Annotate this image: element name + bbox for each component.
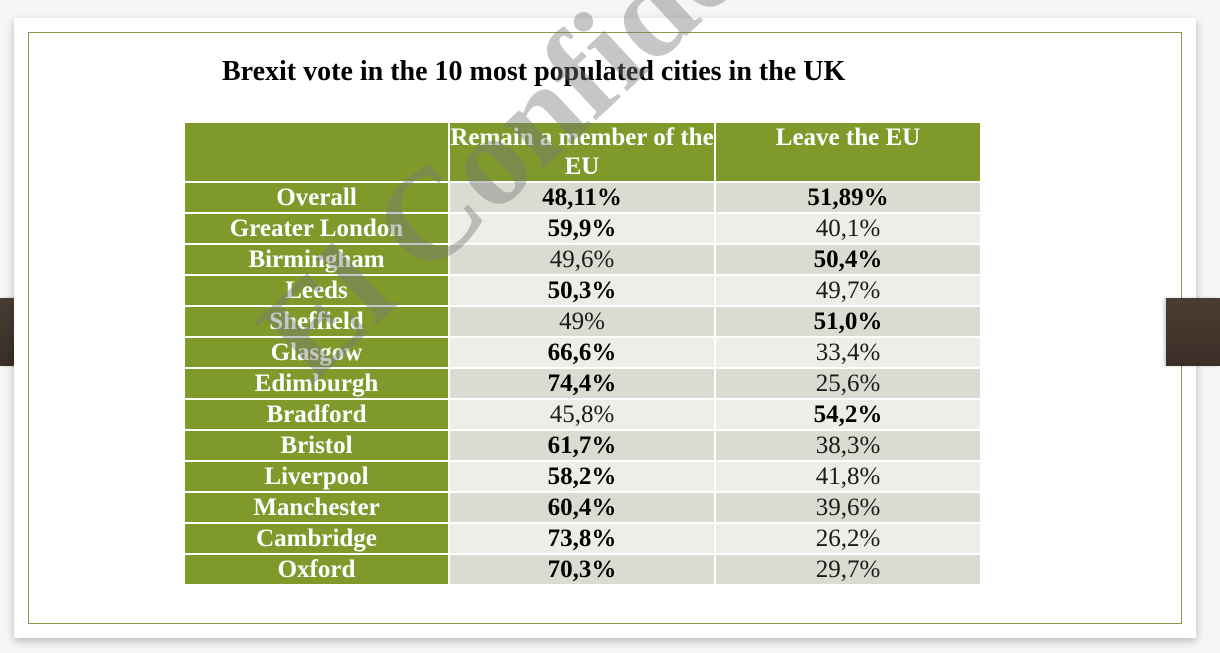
remain-value: 49,6% [448,243,715,275]
remain-value: 48,11% [448,181,715,213]
remain-value: 61,7% [448,429,715,461]
remain-value: 59,9% [448,212,715,244]
row-city-label: Cambridge [185,522,449,554]
table-row: Greater London 59,9% 40,1% [185,212,980,244]
row-city-label: Bradford [185,398,449,430]
table-header-row: Remain a member of the EU Leave the EU [185,123,980,182]
table-row: Oxford 70,3% 29,7% [185,553,980,584]
header-corner-cell [185,123,450,182]
leave-value: 26,2% [714,522,980,554]
remain-value: 73,8% [448,522,715,554]
remain-value: 45,8% [448,398,715,430]
header-leave: Leave the EU [715,123,980,182]
table-row: Cambridge 73,8% 26,2% [185,522,980,554]
table-row: Bristol 61,7% 38,3% [185,429,980,461]
remain-value: 66,6% [448,336,715,368]
row-city-label: Bristol [185,429,449,461]
table-row: Birmingham 49,6% 50,4% [185,243,980,275]
remain-value: 49% [448,305,715,337]
table-row: Leeds 50,3% 49,7% [185,274,980,306]
table-row: Liverpool 58,2% 41,8% [185,460,980,492]
table-row: Manchester 60,4% 39,6% [185,491,980,523]
remain-value: 58,2% [448,460,715,492]
leave-value: 49,7% [714,274,980,306]
page-title: Brexit vote in the 10 most populated cit… [222,56,846,87]
leave-value: 51,89% [714,181,980,213]
binder-clip-right [1166,298,1220,366]
remain-value: 70,3% [448,553,715,584]
leave-value: 50,4% [714,243,980,275]
row-city-label: Birmingham [185,243,449,275]
brexit-vote-table: Remain a member of the EU Leave the EU O… [185,123,980,584]
table-row: Bradford 45,8% 54,2% [185,398,980,430]
table-row: Glasgow 66,6% 33,4% [185,336,980,368]
table-row: Overall 48,11% 51,89% [185,181,980,213]
row-city-label: Liverpool [185,460,449,492]
table-row: Edimburgh 74,4% 25,6% [185,367,980,399]
row-city-label: Greater London [185,212,449,244]
leave-value: 38,3% [714,429,980,461]
leave-value: 54,2% [714,398,980,430]
leave-value: 39,6% [714,491,980,523]
table-row: Sheffield 49% 51,0% [185,305,980,337]
leave-value: 41,8% [714,460,980,492]
leave-value: 25,6% [714,367,980,399]
row-city-label: Overall [185,181,449,213]
leave-value: 29,7% [714,553,980,584]
leave-value: 51,0% [714,305,980,337]
row-city-label: Glasgow [185,336,449,368]
remain-value: 74,4% [448,367,715,399]
row-city-label: Edimburgh [185,367,449,399]
row-city-label: Leeds [185,274,449,306]
row-city-label: Manchester [185,491,449,523]
leave-value: 40,1% [714,212,980,244]
header-remain: Remain a member of the EU [449,123,716,182]
remain-value: 60,4% [448,491,715,523]
leave-value: 33,4% [714,336,980,368]
remain-value: 50,3% [448,274,715,306]
row-city-label: Sheffield [185,305,449,337]
row-city-label: Oxford [185,553,449,584]
